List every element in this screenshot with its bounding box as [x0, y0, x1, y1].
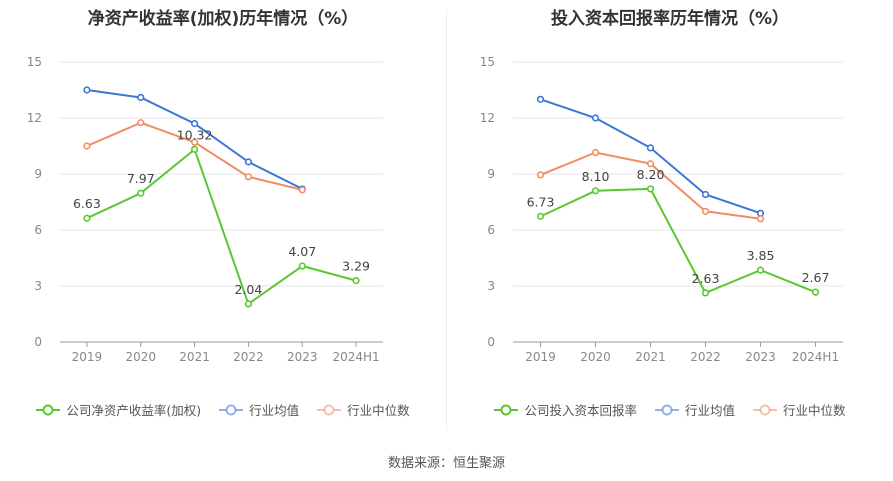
- data-point: [536, 171, 545, 179]
- legend-line-icon: [654, 404, 679, 416]
- legend-line-icon: [317, 404, 342, 416]
- data-point: [591, 148, 600, 157]
- legend-item-industry-avg[interactable]: 行业均值: [654, 400, 735, 419]
- data-label: 3.29: [342, 259, 370, 274]
- x-tick-label: 2023: [287, 350, 318, 364]
- data-point: [137, 93, 145, 102]
- data-point: [756, 209, 765, 217]
- x-tick-label: 2019: [72, 350, 103, 364]
- x-tick-label: 2024H1: [332, 350, 379, 364]
- data-label: 4.07: [288, 244, 316, 259]
- series-line: [540, 98, 761, 215]
- x-tick-label: 2022: [690, 350, 721, 364]
- legend-item-company[interactable]: 公司投入资本回报率: [494, 400, 637, 419]
- data-point: [646, 144, 655, 152]
- series-line: [540, 187, 816, 295]
- data-point: [83, 86, 91, 94]
- data-point: [244, 158, 253, 166]
- data-point: [352, 276, 360, 285]
- data-label: 8.20: [637, 167, 665, 182]
- legend-label: 行业中位数: [347, 403, 410, 418]
- data-label: 2.04: [234, 282, 262, 297]
- data-point: [190, 119, 199, 128]
- x-tick-label: 2019: [525, 350, 556, 364]
- data-point: [646, 160, 655, 168]
- data-point: [701, 190, 710, 199]
- legend-line-icon: [494, 404, 519, 416]
- x-tick-label: 2021: [179, 350, 210, 364]
- data-point: [756, 215, 765, 223]
- legend-line-icon: [753, 404, 777, 416]
- roe-chart-panel: 净资产收益率(加权)历年情况（%） 0 3 6 9 12 15 2019 2020 2021 20…: [0, 0, 446, 440]
- data-point: [137, 189, 145, 197]
- data-point: [244, 173, 253, 181]
- y-tick-label: 6: [34, 223, 42, 237]
- data-label: 2.63: [692, 271, 720, 286]
- chart-title: 净资产收益率(加权)历年情况（%）: [87, 9, 359, 29]
- chart-legend: 公司净资产收益率(加权) 行业均值 行业中位数: [0, 400, 446, 419]
- data-label: 8.10: [582, 169, 610, 184]
- data-point: [701, 289, 710, 297]
- data-point: [190, 145, 199, 153]
- data-point: [83, 214, 91, 222]
- data-point: [591, 187, 600, 195]
- chart-legend: 公司投入资本回报率 行业均值 行业中位数: [447, 400, 893, 419]
- data-label: 2.67: [802, 270, 830, 285]
- legend-label: 行业中位数: [783, 403, 846, 418]
- data-point: [190, 138, 199, 146]
- roe-chart-plot: 0 3 6 9 12 15 2019 2020 2021 2022 2023 2024H1 6.63 7.…: [27, 55, 383, 364]
- data-label: 6.63: [73, 196, 101, 211]
- y-tick-label: 15: [27, 55, 42, 69]
- x-tick-label: 2023: [745, 350, 776, 364]
- chart-title: 投入资本回报率历年情况（%）: [550, 9, 790, 29]
- y-tick-label: 15: [480, 55, 495, 69]
- data-point: [536, 212, 545, 220]
- panel-divider: [446, 10, 447, 430]
- legend-line-icon: [219, 404, 244, 416]
- data-source-note: 数据来源：恒生聚源: [387, 456, 505, 471]
- y-tick-label: 9: [34, 167, 42, 181]
- legend-label: 行业均值: [684, 403, 735, 418]
- legend-item-industry-median[interactable]: 行业中位数: [317, 400, 410, 419]
- data-label: 3.85: [747, 248, 775, 263]
- y-tick-label: 12: [27, 111, 42, 125]
- data-point: [811, 288, 820, 296]
- series-line: [86, 147, 357, 306]
- legend-line-icon: [36, 404, 61, 416]
- data-point: [701, 207, 710, 215]
- legend-item-company[interactable]: 公司净资产收益率(加权): [36, 400, 201, 419]
- roic-chart-panel: 投入资本回报率历年情况（%） 0 3 6 9 12 15 2019 2020 2021 2022 2…: [447, 0, 893, 440]
- legend-label: 行业均值: [249, 403, 300, 418]
- data-point: [244, 300, 253, 308]
- legend-item-industry-median[interactable]: 行业中位数: [753, 400, 846, 419]
- data-label: 10.32: [177, 127, 213, 142]
- data-label: 7.97: [127, 171, 155, 186]
- data-point: [137, 119, 145, 127]
- y-tick-label: 3: [487, 279, 495, 293]
- x-tick-label: 2024H1: [792, 350, 839, 364]
- data-point: [756, 266, 765, 274]
- data-point: [536, 95, 545, 103]
- data-point: [83, 142, 91, 150]
- legend-item-industry-avg[interactable]: 行业均值: [219, 400, 299, 419]
- data-point: [591, 114, 600, 122]
- y-tick-label: 3: [34, 279, 42, 293]
- data-point: [298, 186, 306, 194]
- data-point: [646, 185, 655, 193]
- x-tick-label: 2020: [580, 350, 611, 364]
- y-tick-label: 0: [487, 335, 495, 349]
- data-label: 6.73: [527, 194, 555, 209]
- y-tick-label: 0: [34, 335, 42, 349]
- legend-label: 公司净资产收益率(加权): [66, 403, 202, 418]
- legend-label: 公司投入资本回报率: [524, 403, 637, 418]
- y-tick-label: 9: [487, 167, 495, 181]
- roic-chart-plot: 0 3 6 9 12 15 2019 2020 2021 2022 2023 2024H1 6.73 8.…: [480, 55, 843, 364]
- x-tick-label: 2021: [635, 350, 666, 364]
- x-tick-label: 2022: [233, 350, 264, 364]
- data-point: [298, 262, 306, 270]
- x-tick-label: 2020: [125, 350, 156, 364]
- y-tick-label: 12: [480, 111, 495, 125]
- y-tick-label: 6: [487, 223, 495, 237]
